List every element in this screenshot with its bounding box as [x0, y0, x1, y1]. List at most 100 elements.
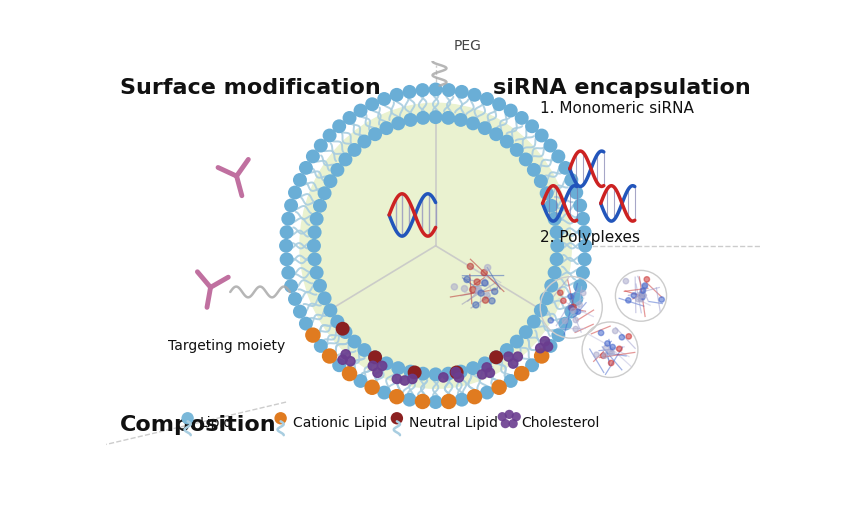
Circle shape	[368, 351, 382, 364]
Circle shape	[481, 279, 488, 285]
Circle shape	[485, 368, 495, 377]
Circle shape	[332, 119, 346, 133]
Circle shape	[489, 298, 495, 304]
Circle shape	[322, 348, 337, 364]
Circle shape	[400, 376, 409, 385]
Circle shape	[467, 389, 482, 404]
Circle shape	[571, 304, 576, 310]
Circle shape	[550, 226, 564, 239]
Circle shape	[570, 292, 583, 306]
Circle shape	[293, 173, 307, 187]
Text: 1. Monomeric siRNA: 1. Monomeric siRNA	[541, 101, 694, 116]
Circle shape	[305, 328, 320, 343]
Circle shape	[454, 365, 468, 378]
Circle shape	[416, 111, 430, 125]
Circle shape	[478, 290, 484, 296]
Circle shape	[307, 239, 321, 252]
Circle shape	[450, 365, 463, 379]
Circle shape	[281, 212, 295, 226]
Circle shape	[640, 295, 645, 300]
Text: Targeting moiety: Targeting moiety	[168, 339, 286, 353]
Circle shape	[331, 315, 344, 329]
Circle shape	[540, 292, 553, 305]
Circle shape	[536, 343, 545, 353]
Circle shape	[482, 280, 488, 286]
Circle shape	[368, 351, 382, 364]
Circle shape	[441, 111, 456, 125]
Circle shape	[626, 334, 632, 339]
Circle shape	[314, 139, 328, 152]
Circle shape	[570, 185, 583, 200]
Circle shape	[573, 318, 579, 323]
Circle shape	[570, 308, 576, 313]
Circle shape	[338, 355, 348, 364]
Circle shape	[508, 359, 518, 368]
Circle shape	[547, 212, 562, 226]
Circle shape	[468, 263, 473, 270]
Circle shape	[518, 152, 533, 166]
Circle shape	[601, 353, 606, 359]
Circle shape	[535, 349, 548, 363]
Circle shape	[636, 297, 641, 302]
Circle shape	[576, 212, 590, 226]
Circle shape	[308, 252, 321, 266]
Circle shape	[490, 351, 503, 364]
Circle shape	[513, 352, 523, 361]
Circle shape	[573, 279, 587, 293]
Circle shape	[626, 298, 631, 303]
Circle shape	[284, 199, 298, 212]
Circle shape	[527, 163, 541, 177]
Circle shape	[391, 116, 405, 131]
Circle shape	[541, 337, 550, 346]
Text: Composition: Composition	[120, 415, 277, 435]
Circle shape	[342, 366, 357, 382]
Circle shape	[469, 287, 476, 293]
Circle shape	[598, 330, 604, 336]
Circle shape	[514, 366, 530, 382]
Circle shape	[638, 297, 644, 302]
Circle shape	[576, 266, 590, 280]
Circle shape	[535, 129, 548, 142]
Circle shape	[610, 344, 615, 350]
Circle shape	[564, 305, 578, 319]
Circle shape	[547, 266, 562, 279]
Circle shape	[500, 343, 513, 357]
Circle shape	[581, 291, 586, 296]
Circle shape	[332, 358, 346, 372]
Circle shape	[323, 129, 337, 142]
Circle shape	[468, 88, 481, 102]
Circle shape	[543, 339, 558, 353]
Circle shape	[403, 85, 416, 99]
Circle shape	[284, 279, 298, 293]
Circle shape	[544, 279, 558, 293]
Circle shape	[358, 135, 371, 148]
Circle shape	[343, 111, 356, 125]
Circle shape	[558, 161, 572, 175]
Circle shape	[451, 367, 461, 376]
Circle shape	[404, 113, 417, 127]
Circle shape	[288, 185, 302, 200]
Circle shape	[377, 92, 391, 106]
Circle shape	[379, 357, 394, 370]
Circle shape	[543, 139, 558, 152]
Circle shape	[476, 288, 482, 294]
Circle shape	[293, 305, 307, 319]
Circle shape	[416, 367, 430, 380]
Circle shape	[478, 357, 492, 370]
Circle shape	[415, 394, 430, 409]
Circle shape	[468, 390, 481, 404]
Circle shape	[578, 225, 592, 239]
Circle shape	[366, 98, 379, 111]
Circle shape	[404, 365, 417, 378]
Circle shape	[366, 380, 379, 394]
Circle shape	[279, 239, 293, 252]
Circle shape	[558, 316, 572, 331]
Circle shape	[552, 149, 565, 164]
Circle shape	[492, 380, 506, 394]
Circle shape	[338, 325, 353, 339]
Circle shape	[594, 352, 599, 358]
Circle shape	[299, 161, 313, 175]
Circle shape	[391, 361, 405, 375]
Circle shape	[544, 199, 558, 213]
Circle shape	[480, 386, 494, 399]
